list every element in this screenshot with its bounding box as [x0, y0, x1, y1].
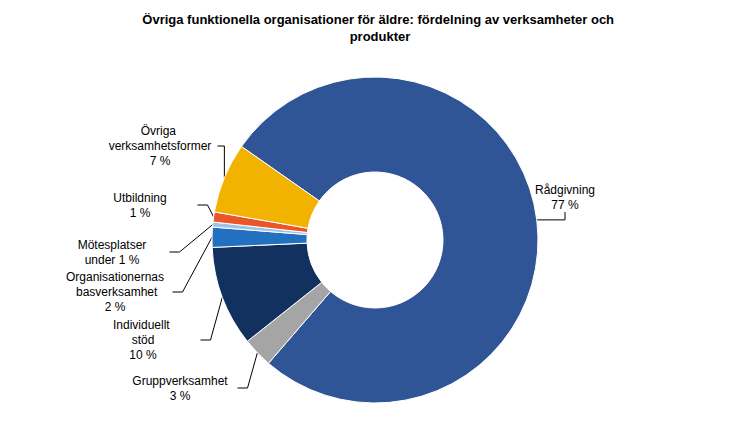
svg-text:Organisationernas: Organisationernas [66, 270, 164, 284]
svg-text:stöd: stöd [132, 333, 155, 347]
svg-text:77 %: 77 % [551, 198, 579, 212]
svg-text:Gruppverksamhet: Gruppverksamhet [132, 374, 228, 388]
svg-text:verksamhetsformer: verksamhetsformer [109, 139, 212, 153]
svg-text:Mötesplatser: Mötesplatser [78, 238, 147, 252]
svg-text:produkter: produkter [350, 29, 411, 44]
svg-text:Individuellt: Individuellt [113, 318, 173, 332]
svg-text:Övriga: Övriga [141, 124, 180, 138]
svg-text:1 %: 1 % [130, 206, 151, 220]
svg-text:10 %: 10 % [129, 348, 157, 362]
svg-text:Övriga funktionella organisati: Övriga funktionella organisationer för ä… [142, 12, 617, 27]
svg-text:2 %: 2 % [105, 300, 126, 314]
svg-text:3 %: 3 % [170, 389, 191, 403]
svg-text:Utbildning: Utbildning [113, 191, 166, 205]
svg-text:under 1 %: under 1 % [85, 253, 140, 267]
svg-text:basverksamhet: basverksamhet [73, 285, 158, 299]
svg-text:Rådgivning: Rådgivning [535, 183, 595, 197]
svg-text:7 %: 7 % [150, 154, 171, 168]
